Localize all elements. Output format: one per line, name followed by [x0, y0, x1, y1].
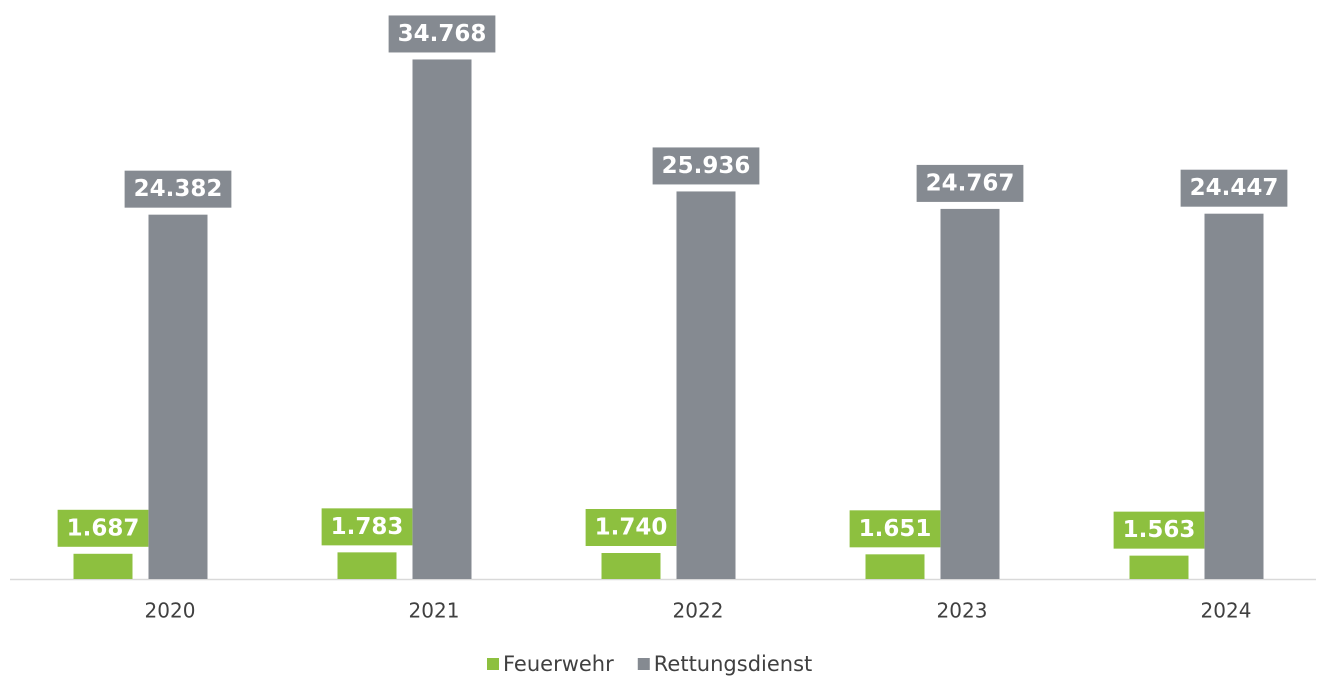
bar — [148, 214, 208, 579]
value-label: 24.767 — [926, 170, 1015, 196]
value-label-box — [57, 509, 149, 547]
value-label: 24.447 — [1190, 175, 1279, 201]
bar — [865, 554, 925, 579]
value-label: 1.783 — [331, 514, 404, 540]
x-tick-label: 2022 — [673, 599, 724, 623]
bar — [676, 191, 736, 579]
value-label-box — [916, 164, 1024, 202]
legend-label: Rettungsdienst — [654, 652, 813, 676]
value-label: 1.563 — [1123, 517, 1196, 543]
bar — [337, 552, 397, 579]
bar — [1204, 213, 1264, 580]
bar — [940, 208, 1000, 579]
legend-swatch — [637, 658, 650, 670]
x-tick-label: 2023 — [937, 599, 988, 623]
legend-swatch — [487, 658, 499, 670]
value-label: 1.687 — [67, 515, 140, 541]
value-label: 1.651 — [859, 516, 932, 542]
value-label: 24.382 — [134, 176, 223, 202]
value-label-box — [321, 508, 413, 546]
bar — [73, 553, 133, 579]
x-tick-label: 2024 — [1201, 599, 1252, 623]
value-label: 34.768 — [398, 21, 487, 47]
value-label-box — [1180, 169, 1288, 207]
value-label-box — [849, 510, 941, 548]
value-label: 25.936 — [662, 153, 751, 179]
x-tick-label: 2021 — [409, 599, 460, 623]
bar — [1129, 555, 1189, 579]
value-label-box — [1113, 511, 1205, 549]
legend-label: Feuerwehr — [503, 652, 614, 676]
x-tick-label: 2020 — [145, 599, 196, 623]
bar — [412, 59, 472, 580]
bar — [601, 552, 661, 579]
value-label-box — [585, 508, 677, 546]
value-label-box — [388, 15, 496, 53]
value-label: 1.740 — [595, 514, 668, 540]
value-label-box — [652, 147, 760, 185]
value-label-box — [124, 170, 232, 208]
